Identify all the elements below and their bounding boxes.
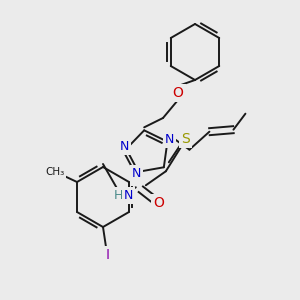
- Text: N: N: [132, 167, 141, 180]
- Text: N: N: [165, 133, 174, 146]
- Text: N: N: [119, 140, 129, 153]
- Text: H: H: [114, 189, 124, 202]
- Text: O: O: [153, 196, 164, 210]
- Text: CH₃: CH₃: [45, 167, 64, 177]
- Text: I: I: [106, 248, 110, 262]
- Text: N: N: [124, 189, 134, 202]
- Text: S: S: [182, 132, 190, 146]
- Text: O: O: [172, 86, 183, 100]
